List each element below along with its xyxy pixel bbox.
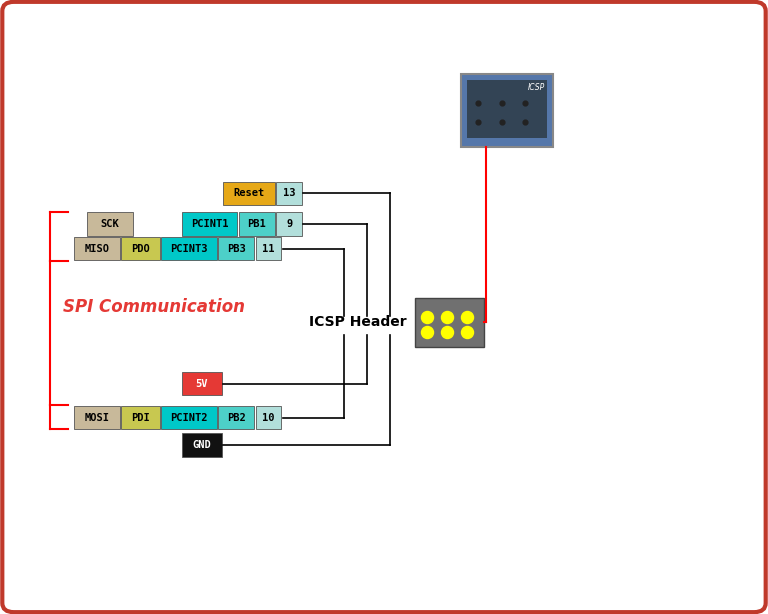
Point — [421, 313, 433, 322]
FancyBboxPatch shape — [415, 298, 484, 347]
Text: PDO: PDO — [131, 244, 150, 254]
FancyBboxPatch shape — [276, 212, 302, 236]
Text: PB1: PB1 — [247, 219, 266, 229]
Point — [519, 98, 531, 108]
FancyBboxPatch shape — [223, 182, 275, 205]
FancyBboxPatch shape — [276, 182, 302, 205]
FancyBboxPatch shape — [218, 237, 254, 260]
FancyBboxPatch shape — [87, 212, 133, 236]
Point — [472, 98, 484, 108]
Text: PB2: PB2 — [227, 413, 246, 422]
Text: PCINT1: PCINT1 — [191, 219, 228, 229]
Text: 10: 10 — [262, 413, 275, 422]
FancyBboxPatch shape — [239, 212, 275, 236]
Text: 13: 13 — [283, 188, 296, 198]
Text: ICSP Header: ICSP Header — [310, 316, 407, 329]
Text: SPI Communication: SPI Communication — [63, 298, 244, 316]
Point — [441, 327, 453, 336]
Text: PDI: PDI — [131, 413, 150, 422]
Text: MOSI: MOSI — [84, 413, 109, 422]
Text: PB3: PB3 — [227, 244, 246, 254]
FancyBboxPatch shape — [121, 406, 160, 429]
Text: PCINT2: PCINT2 — [170, 413, 207, 422]
Point — [495, 117, 508, 126]
Point — [495, 98, 508, 108]
Point — [472, 117, 484, 126]
Text: SCK: SCK — [101, 219, 119, 229]
FancyBboxPatch shape — [161, 237, 217, 260]
FancyBboxPatch shape — [182, 433, 222, 457]
Point — [421, 327, 433, 336]
Point — [441, 313, 453, 322]
Text: Reset: Reset — [233, 188, 264, 198]
Point — [461, 313, 473, 322]
FancyBboxPatch shape — [256, 237, 281, 260]
FancyBboxPatch shape — [74, 237, 120, 260]
FancyBboxPatch shape — [74, 406, 120, 429]
Text: ICSP: ICSP — [528, 83, 545, 92]
FancyBboxPatch shape — [218, 406, 254, 429]
Text: GND: GND — [193, 440, 211, 450]
Point — [461, 327, 473, 336]
Text: 11: 11 — [262, 244, 275, 254]
FancyBboxPatch shape — [182, 372, 222, 395]
FancyBboxPatch shape — [461, 74, 553, 147]
FancyBboxPatch shape — [182, 212, 237, 236]
Point — [519, 117, 531, 126]
FancyBboxPatch shape — [256, 406, 281, 429]
Text: MISO: MISO — [84, 244, 109, 254]
Text: PCINT3: PCINT3 — [170, 244, 207, 254]
FancyBboxPatch shape — [467, 80, 547, 138]
FancyBboxPatch shape — [161, 406, 217, 429]
FancyBboxPatch shape — [121, 237, 160, 260]
Text: 5V: 5V — [196, 379, 208, 389]
Text: 9: 9 — [286, 219, 293, 229]
